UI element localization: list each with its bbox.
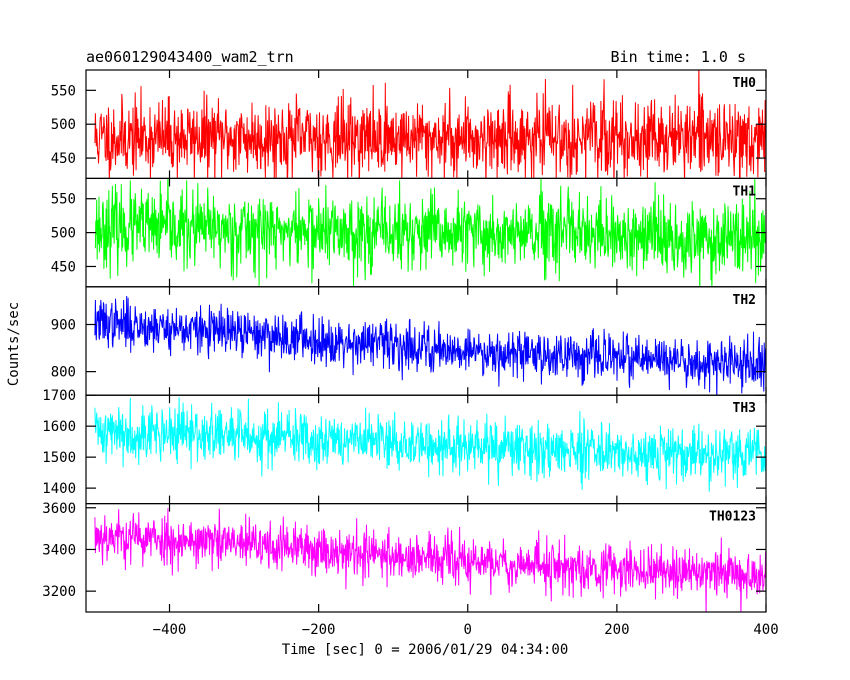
panel-th0: 450 500 550 TH0: [51, 69, 767, 180]
y-tick-label: 1400: [42, 481, 76, 497]
panel-label: TH3: [733, 401, 756, 416]
x-axis-label: Time [sec] 0 = 2006/01/29 04:34:00: [282, 642, 569, 658]
x-tick-label: −200: [302, 622, 336, 638]
series-th1: [94, 178, 766, 287]
panel-th3: 1400 1500 1600 1700 TH3: [42, 388, 767, 505]
panel-label: TH1: [733, 184, 757, 199]
y-tick-label: 900: [51, 318, 76, 334]
panel-frame: [85, 503, 767, 613]
panel-th0123: 3200 3400 3600 TH0123: [42, 501, 767, 613]
y-tick-label: 3200: [42, 584, 76, 600]
series-th0123: [94, 508, 766, 613]
panels: 450 500 550 TH0 450 500 550 TH1 800 900 TH2 1400 150…: [42, 69, 767, 613]
y-tick-label: 550: [51, 192, 76, 208]
x-tick-label: 0: [464, 622, 472, 638]
series-th2: [94, 295, 766, 396]
y-axis-label: Counts/sec: [6, 302, 22, 386]
panel-label: TH2: [733, 293, 756, 308]
y-tick-label: 450: [51, 151, 76, 167]
y-tick-label: 1700: [42, 388, 76, 404]
series-th0: [94, 70, 766, 179]
y-tick-label: 450: [51, 259, 76, 275]
x-tick-label: 400: [753, 622, 778, 638]
x-axis: −400 −200 0 200 400: [153, 622, 779, 638]
x-tick-label: −400: [153, 622, 187, 638]
chart-subtitle: Bin time: 1.0 s: [611, 48, 746, 66]
chart-title: ae060129043400_wam2_trn: [86, 48, 294, 66]
panel-th1: 450 500 550 TH1: [51, 177, 767, 288]
panel-th2: 800 900 TH2: [51, 286, 767, 396]
panel-frame: [85, 394, 767, 505]
y-tick-label: 500: [51, 226, 76, 242]
series-th3: [94, 397, 766, 492]
y-tick-label: 500: [51, 117, 76, 133]
y-tick-label: 3400: [42, 542, 76, 558]
x-tick-label: 200: [604, 622, 629, 638]
panel-label: TH0: [733, 76, 757, 91]
panel-label: TH0123: [709, 510, 756, 525]
y-tick-label: 1600: [42, 419, 76, 435]
y-tick-label: 3600: [42, 501, 76, 517]
y-tick-label: 800: [51, 365, 76, 381]
y-tick-label: 550: [51, 83, 76, 99]
y-tick-label: 1500: [42, 450, 76, 466]
